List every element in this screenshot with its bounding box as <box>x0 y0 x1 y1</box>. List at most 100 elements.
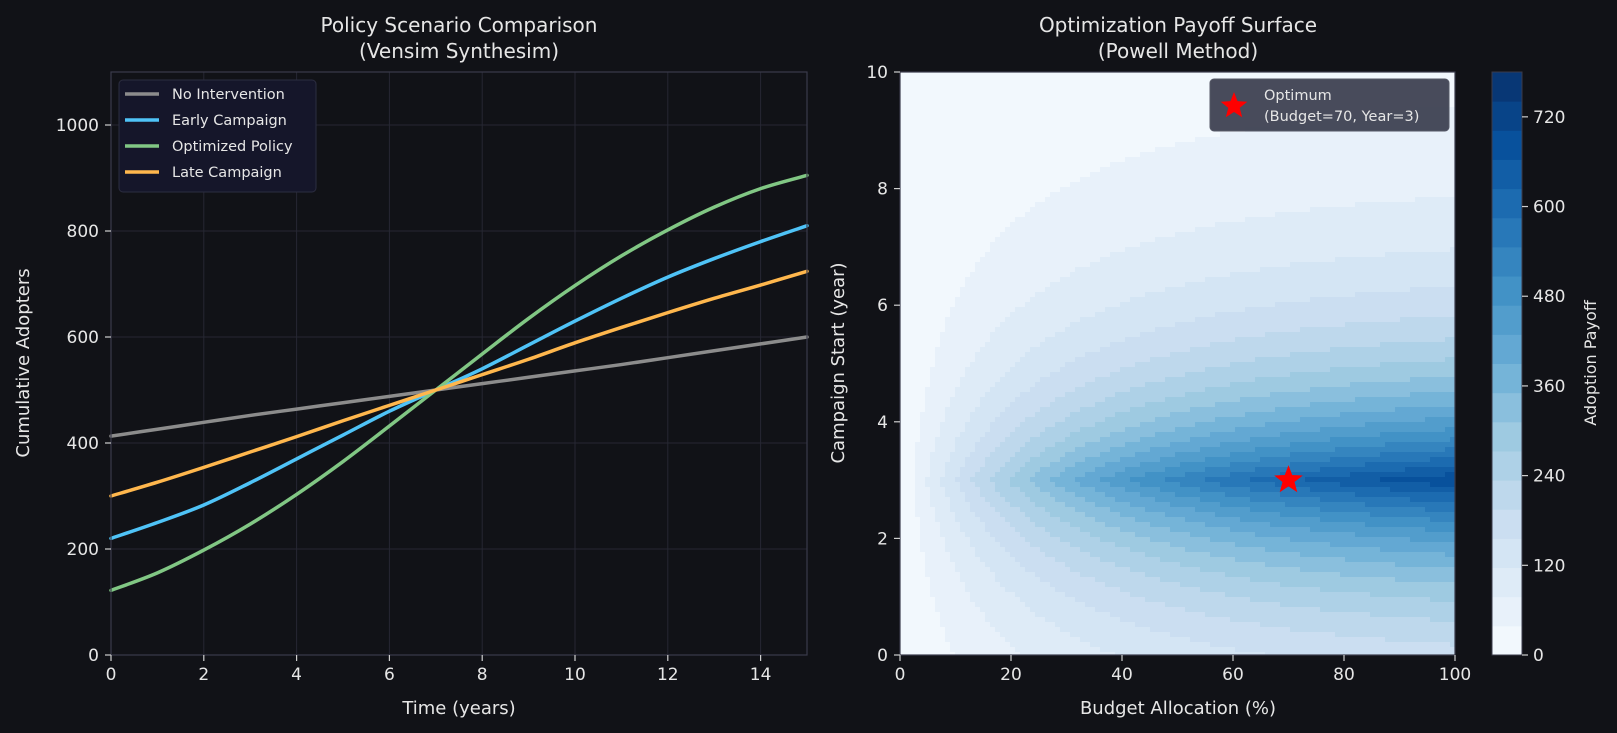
surface-cell <box>1060 597 1066 603</box>
surface-cell <box>940 122 946 128</box>
surface-cell <box>915 162 921 168</box>
surface-cell <box>955 527 961 533</box>
surface-cell <box>1070 247 1076 253</box>
surface-cell <box>1010 642 1016 648</box>
surface-cell <box>1020 647 1026 653</box>
surface-cell <box>980 612 986 618</box>
surface-cell <box>1070 92 1076 98</box>
surface-cell <box>1085 102 1091 108</box>
surface-cell <box>975 352 981 358</box>
surface-cell <box>1085 287 1091 293</box>
surface-cell <box>1035 92 1041 98</box>
surface-cell <box>1030 497 1036 503</box>
surface-cell <box>915 612 921 618</box>
surface-cell <box>950 447 956 453</box>
surface-cell <box>910 177 916 183</box>
surface-cell <box>1025 132 1031 138</box>
surface-cell <box>925 207 931 213</box>
surface-cell <box>900 612 906 618</box>
surface-cell <box>1100 117 1106 123</box>
surface-cell <box>940 207 946 213</box>
surface-cell <box>905 492 911 498</box>
surface-cell <box>1045 347 1051 353</box>
surface-cell <box>950 647 956 653</box>
surface-cell <box>1050 342 1056 348</box>
surface-cell <box>1080 392 1086 398</box>
surface-cell <box>910 227 916 233</box>
surface-cell <box>935 287 941 293</box>
surface-cell <box>1070 352 1076 358</box>
surface-cell <box>955 652 961 655</box>
surface-cell <box>1085 542 1091 548</box>
surface-cell <box>970 522 976 528</box>
surface-cell <box>1000 602 1006 608</box>
surface-cell <box>1060 652 1066 655</box>
surface-cell <box>940 202 946 208</box>
surface-cell <box>905 82 911 88</box>
surface-cell <box>1035 97 1041 103</box>
surface-cell <box>1010 492 1016 498</box>
surface-cell <box>1070 382 1076 388</box>
surface-cell <box>1040 127 1046 133</box>
surface-cell <box>970 147 976 153</box>
surface-cell <box>1095 287 1101 293</box>
surface-cell <box>1035 82 1041 88</box>
surface-cell <box>965 422 971 428</box>
surface-cell <box>995 507 1001 513</box>
surface-cell <box>1055 327 1061 333</box>
surface-cell <box>910 382 916 388</box>
surface-cell <box>930 437 936 443</box>
surface-cell <box>985 407 991 413</box>
surface-cell <box>950 597 956 603</box>
surface-cell <box>910 357 916 363</box>
surface-cell <box>1060 567 1066 573</box>
surface-cell <box>940 527 946 533</box>
surface-cell <box>1035 342 1041 348</box>
surface-cell <box>935 367 941 373</box>
surface-cell <box>1055 652 1061 655</box>
surface-cell <box>945 97 951 103</box>
surface-cell <box>920 107 926 113</box>
surface-cell <box>960 177 966 183</box>
surface-cell <box>1105 432 1111 438</box>
surface-cell <box>1045 452 1051 458</box>
surface-cell <box>985 252 991 258</box>
surface-cell <box>960 102 966 108</box>
surface-cell <box>975 97 981 103</box>
surface-cell <box>935 377 941 383</box>
surface-cell <box>945 192 951 198</box>
surface-cell <box>980 337 986 343</box>
surface-cell <box>1035 202 1041 208</box>
surface-cell <box>950 462 956 468</box>
surface-cell <box>960 627 966 633</box>
surface-cell <box>970 417 976 423</box>
surface-cell <box>1045 117 1051 123</box>
surface-cell <box>1080 242 1086 248</box>
surface-cell <box>1075 412 1081 418</box>
surface-cell <box>1070 457 1076 463</box>
surface-cell <box>1085 572 1091 578</box>
surface-cell <box>965 387 971 393</box>
surface-cell <box>980 527 986 533</box>
surface-cell <box>1020 582 1026 588</box>
surface-cell <box>1055 502 1061 508</box>
surface-cell <box>1055 537 1061 543</box>
surface-cell <box>1100 207 1106 213</box>
surface-cell <box>1015 527 1021 533</box>
surface-cell <box>910 437 916 443</box>
surface-cell <box>1000 132 1006 138</box>
surface-cell <box>945 387 951 393</box>
surface-cell <box>950 612 956 618</box>
surface-cell <box>1080 182 1086 188</box>
surface-cell <box>965 147 971 153</box>
surface-cell <box>1095 537 1101 543</box>
surface-cell <box>950 552 956 558</box>
surface-cell <box>1080 462 1086 468</box>
surface-cell <box>1095 572 1101 578</box>
surface-cell <box>960 647 966 653</box>
surface-cell <box>1030 537 1036 543</box>
surface-cell <box>1085 612 1091 618</box>
surface-cell <box>900 632 906 638</box>
surface-cell <box>970 192 976 198</box>
surface-cell <box>1095 437 1101 443</box>
